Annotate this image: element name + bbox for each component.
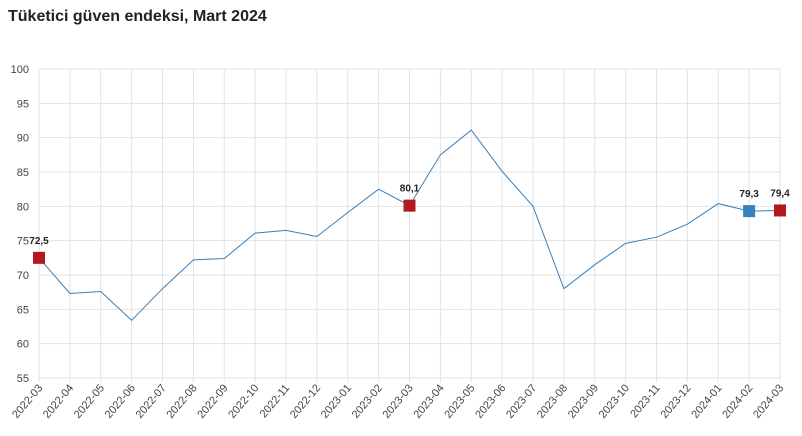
x-tick-label: 2022-06 <box>103 382 138 421</box>
data-labels-group: 72,5 80,1 79,3 79,4 <box>29 184 790 247</box>
x-tick-label: 2022-03 <box>10 382 45 421</box>
y-tick-label: 85 <box>17 167 29 179</box>
x-tick-label: 2022-07 <box>134 382 169 421</box>
highlight-marker <box>774 204 786 217</box>
y-tick-label: 55 <box>17 373 29 385</box>
x-tick-label: 2023-12 <box>659 382 694 421</box>
x-tick-label: 2023-05 <box>442 382 477 421</box>
x-gridlines <box>38 69 781 382</box>
x-tick-label: 2022-09 <box>195 382 230 421</box>
data-label: 80,1 <box>400 184 420 195</box>
chart-title: Tüketici güven endeksi, Mart 2024 <box>8 8 267 25</box>
x-tick-label: 2023-01 <box>319 382 354 421</box>
markers-group <box>33 199 786 264</box>
x-tick-label: 2024-03 <box>751 382 786 421</box>
y-tick-label: 90 <box>17 133 29 145</box>
x-tick-label: 2022-10 <box>226 382 261 421</box>
data-label: 72,5 <box>29 236 49 247</box>
x-tick-label: 2024-01 <box>689 382 724 421</box>
x-tick-label: 2023-02 <box>350 382 385 421</box>
x-tick-label: 2022-05 <box>72 382 107 421</box>
data-label: 79,4 <box>770 188 790 199</box>
data-label: 79,3 <box>739 189 759 200</box>
x-tick-label: 2023-08 <box>535 382 570 421</box>
y-tick-label: 75 <box>17 236 29 248</box>
y-tick-label: 60 <box>17 339 29 351</box>
y-tick-label: 95 <box>17 98 29 110</box>
y-axis-tick-labels: 55 60 65 70 75 80 85 90 95 100 <box>11 64 29 385</box>
x-tick-label: 2023-09 <box>566 382 601 421</box>
highlight-marker <box>33 251 45 264</box>
x-tick-label: 2022-08 <box>165 382 200 421</box>
x-tick-label: 2022-12 <box>288 382 323 421</box>
x-axis-tick-labels: 2022-032022-042022-052022-062022-072022-… <box>10 382 786 421</box>
highlight-marker <box>403 199 416 212</box>
x-tick-label: 2023-07 <box>504 382 539 421</box>
x-tick-label: 2023-03 <box>381 382 416 421</box>
y-tick-label: 65 <box>17 304 29 316</box>
y-tick-label: 70 <box>17 270 29 282</box>
y-tick-label: 100 <box>11 64 29 76</box>
x-tick-label: 2023-11 <box>628 382 663 420</box>
x-tick-label: 2023-10 <box>597 382 632 421</box>
x-tick-label: 2022-11 <box>258 382 293 420</box>
x-tick-label: 2023-06 <box>473 382 508 421</box>
y-tick-label: 80 <box>17 201 29 213</box>
highlight-marker <box>743 205 756 218</box>
x-tick-label: 2022-04 <box>41 382 76 421</box>
x-tick-label: 2024-02 <box>720 382 755 421</box>
x-tick-label: 2023-04 <box>412 382 447 421</box>
